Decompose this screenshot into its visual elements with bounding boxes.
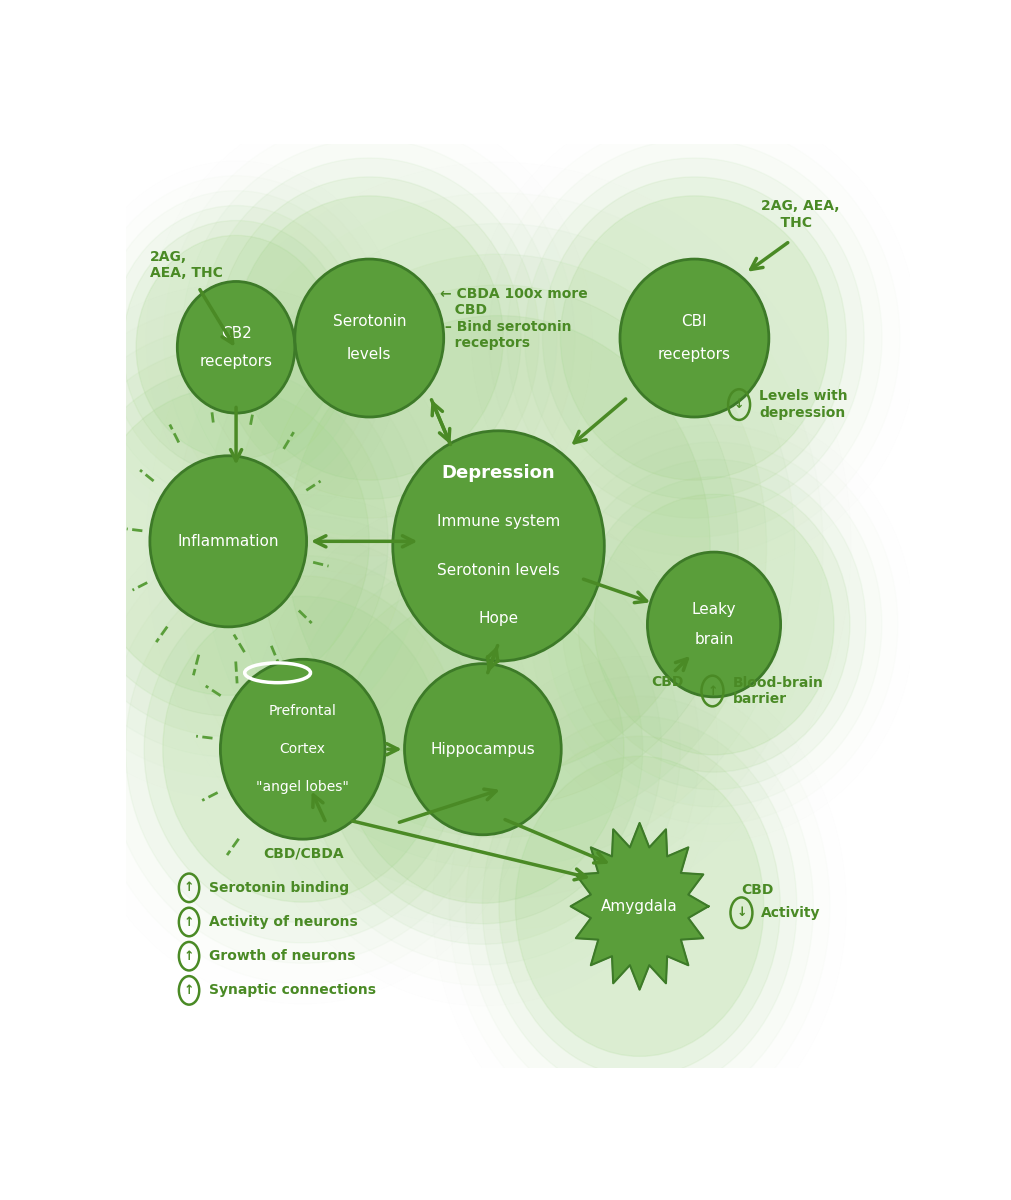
Ellipse shape <box>578 476 850 772</box>
Text: Amygdala: Amygdala <box>602 899 678 914</box>
Text: CBD/CBDA: CBD/CBDA <box>264 846 344 860</box>
Ellipse shape <box>620 259 768 418</box>
Ellipse shape <box>287 316 710 776</box>
Text: ↑: ↑ <box>184 984 194 997</box>
Text: CB2: CB2 <box>220 326 252 341</box>
Ellipse shape <box>236 196 503 480</box>
Ellipse shape <box>145 576 461 923</box>
Ellipse shape <box>220 659 385 839</box>
Text: ↑: ↑ <box>184 881 194 894</box>
Ellipse shape <box>177 282 295 413</box>
Ellipse shape <box>304 554 661 944</box>
Text: ↓: ↓ <box>734 398 744 412</box>
Ellipse shape <box>136 235 336 460</box>
Text: ← CBDA 100x more
   CBD
 – Bind serotonin
   receptors: ← CBDA 100x more CBD – Bind serotonin re… <box>440 287 587 350</box>
Ellipse shape <box>109 205 363 488</box>
Text: CBD: CBD <box>741 883 773 898</box>
Ellipse shape <box>163 596 443 902</box>
Ellipse shape <box>498 737 780 1076</box>
Ellipse shape <box>123 221 349 474</box>
Ellipse shape <box>560 196 828 480</box>
Ellipse shape <box>324 575 643 924</box>
Ellipse shape <box>392 431 605 661</box>
Text: Leaky: Leaky <box>692 601 736 617</box>
Ellipse shape <box>231 254 766 838</box>
Text: Serotonin binding: Serotonin binding <box>208 881 349 895</box>
Text: Synaptic connections: Synaptic connections <box>208 983 376 997</box>
Text: ↑: ↑ <box>708 684 718 697</box>
Text: brain: brain <box>695 632 734 647</box>
Polygon shape <box>570 823 709 990</box>
Text: ↓: ↓ <box>736 906 747 919</box>
Ellipse shape <box>217 176 521 499</box>
Text: Hippocampus: Hippocampus <box>431 742 535 757</box>
Ellipse shape <box>594 494 834 755</box>
Ellipse shape <box>295 259 444 418</box>
Ellipse shape <box>342 595 624 904</box>
Text: Serotonin: Serotonin <box>333 314 406 329</box>
Text: Hope: Hope <box>478 611 519 626</box>
Text: "angel lobes": "angel lobes" <box>256 780 349 794</box>
Text: Prefrontal: Prefrontal <box>269 704 337 719</box>
Ellipse shape <box>87 388 369 695</box>
Ellipse shape <box>516 756 763 1056</box>
Ellipse shape <box>525 158 864 518</box>
Text: 2AG,
AEA, THC: 2AG, AEA, THC <box>150 251 222 281</box>
Ellipse shape <box>404 664 561 835</box>
Ellipse shape <box>69 367 388 716</box>
Text: CBI: CBI <box>681 314 708 329</box>
Text: Activity of neurons: Activity of neurons <box>208 916 358 929</box>
Text: Inflammation: Inflammation <box>178 534 279 548</box>
Text: levels: levels <box>347 347 391 362</box>
Ellipse shape <box>199 158 539 518</box>
Ellipse shape <box>482 716 797 1097</box>
Ellipse shape <box>50 347 406 737</box>
Text: ↑: ↑ <box>184 949 194 962</box>
Text: Activity: Activity <box>761 906 821 919</box>
Ellipse shape <box>562 460 865 790</box>
Text: Growth of neurons: Growth of neurons <box>208 949 355 964</box>
Ellipse shape <box>150 456 306 626</box>
Text: Blood-brain
barrier: Blood-brain barrier <box>733 676 824 706</box>
Ellipse shape <box>125 556 480 943</box>
Text: receptors: receptors <box>658 347 731 362</box>
Text: Cortex: Cortex <box>280 743 326 756</box>
Ellipse shape <box>259 284 738 806</box>
Text: Levels with
depression: Levels with depression <box>759 390 848 420</box>
Text: ↑: ↑ <box>184 916 194 929</box>
Text: Immune system: Immune system <box>437 515 560 529</box>
Text: Serotonin levels: Serotonin levels <box>437 563 560 577</box>
Text: CBD: CBD <box>651 676 683 689</box>
Text: 2AG, AEA,
    THC: 2AG, AEA, THC <box>761 199 839 229</box>
Text: Depression: Depression <box>442 464 555 482</box>
Text: receptors: receptors <box>199 354 273 368</box>
Ellipse shape <box>543 176 846 499</box>
Ellipse shape <box>647 552 780 697</box>
